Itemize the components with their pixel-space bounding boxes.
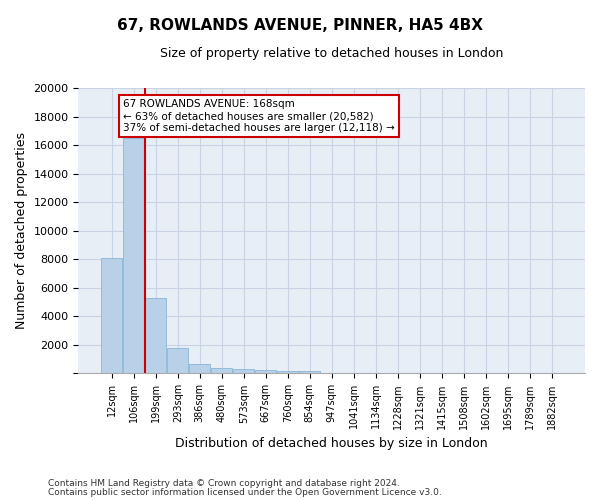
Text: Contains HM Land Registry data © Crown copyright and database right 2024.: Contains HM Land Registry data © Crown c… — [48, 478, 400, 488]
Bar — [124, 138, 144, 374]
X-axis label: Distribution of detached houses by size in London: Distribution of detached houses by size … — [175, 437, 488, 450]
Text: Contains public sector information licensed under the Open Government Licence v3: Contains public sector information licen… — [48, 488, 442, 497]
Bar — [277, 370, 298, 374]
Bar — [145, 298, 166, 374]
Text: 67, ROWLANDS AVENUE, PINNER, HA5 4BX: 67, ROWLANDS AVENUE, PINNER, HA5 4BX — [117, 18, 483, 32]
Bar — [101, 258, 122, 374]
Bar — [299, 371, 320, 374]
Text: 67 ROWLANDS AVENUE: 168sqm
← 63% of detached houses are smaller (20,582)
37% of : 67 ROWLANDS AVENUE: 168sqm ← 63% of deta… — [123, 100, 395, 132]
Title: Size of property relative to detached houses in London: Size of property relative to detached ho… — [160, 48, 503, 60]
Bar — [233, 370, 254, 374]
Y-axis label: Number of detached properties: Number of detached properties — [15, 132, 28, 329]
Bar — [190, 364, 210, 374]
Bar — [256, 370, 276, 374]
Bar — [167, 348, 188, 374]
Bar — [211, 368, 232, 374]
